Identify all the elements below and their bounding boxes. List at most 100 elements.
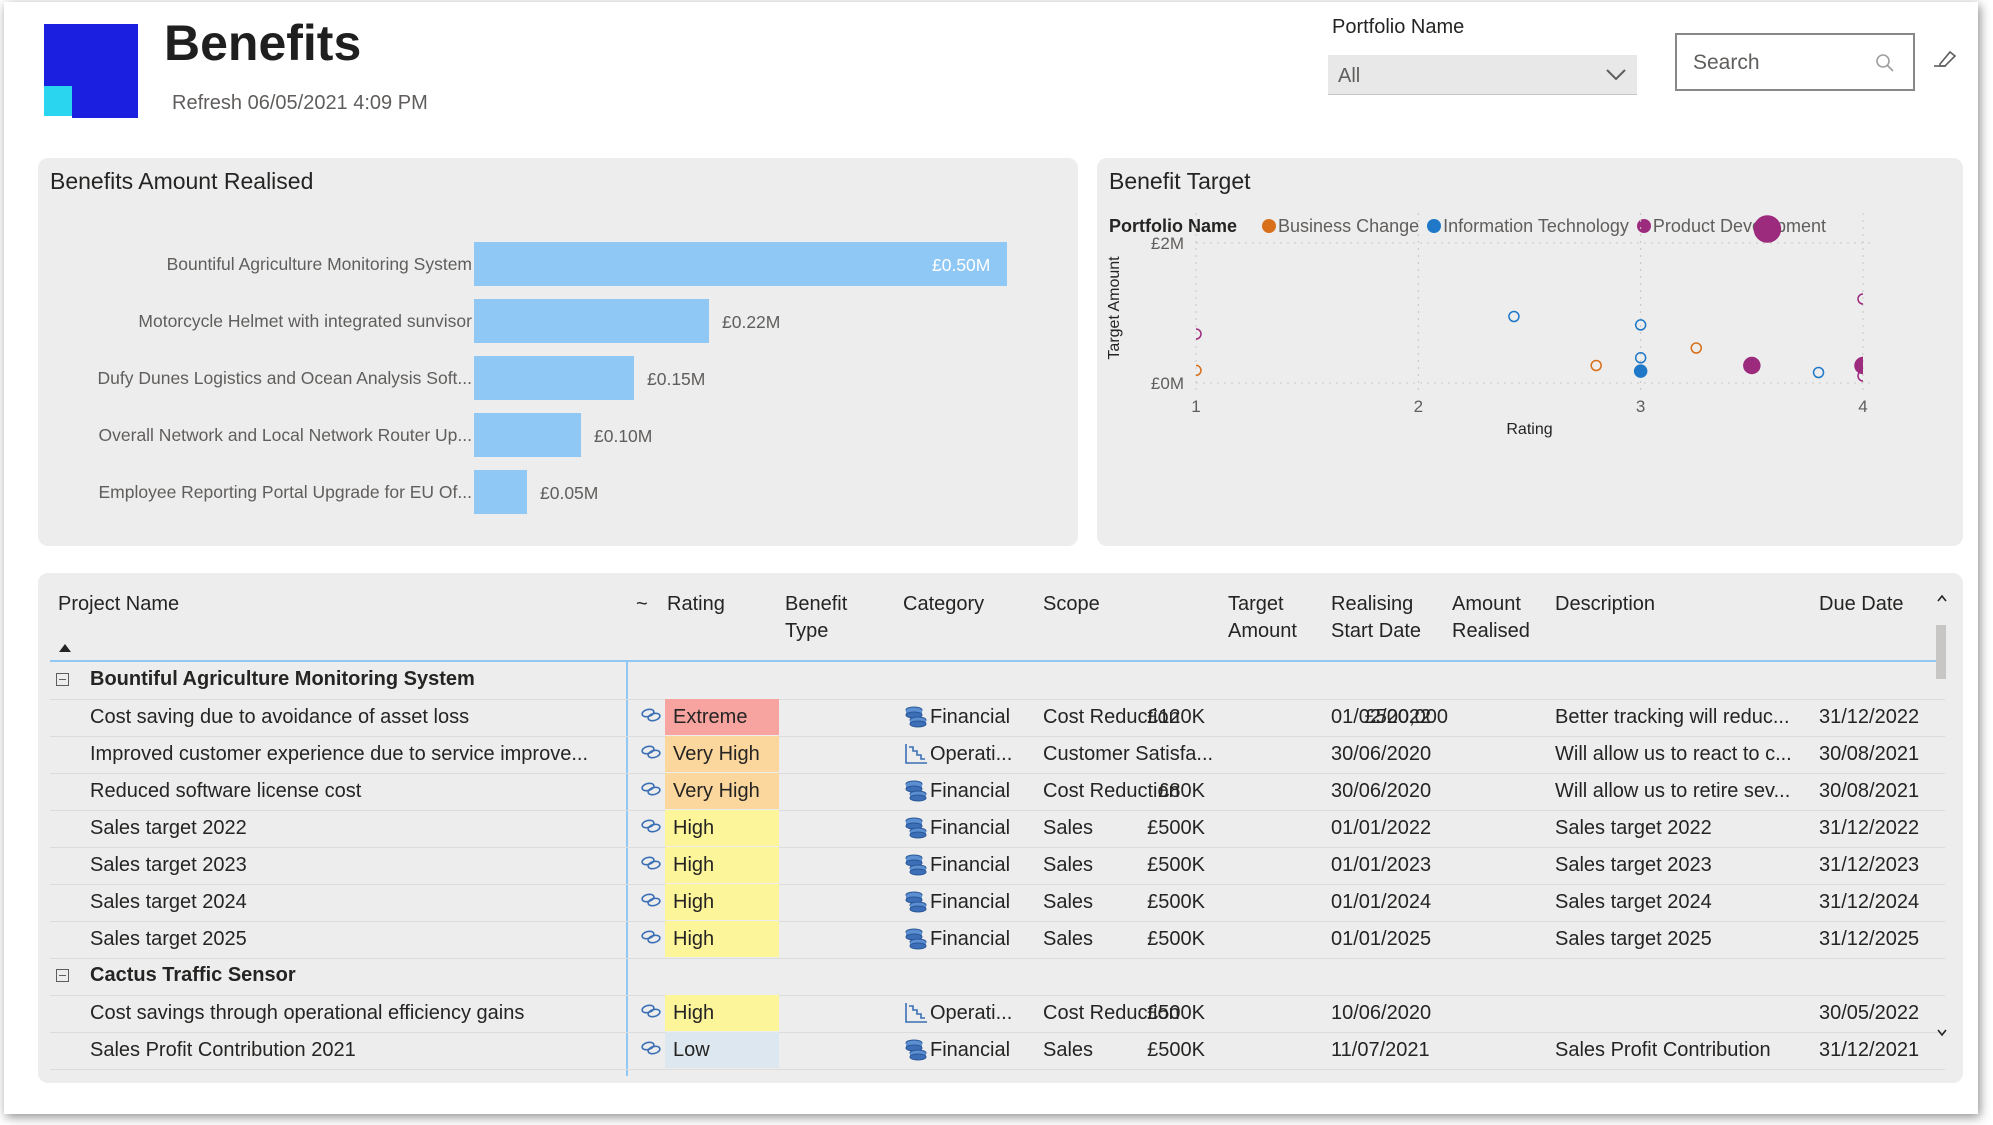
- cell-due-date: 31/12/2022: [1819, 817, 1920, 839]
- bar-chart-title: Benefits Amount Realised: [50, 168, 314, 194]
- bar-row[interactable]: Dufy Dunes Logistics and Ocean Analysis …: [38, 356, 1078, 400]
- table-row[interactable]: Sales target 2023FinancialFinancialSales…: [50, 847, 1945, 885]
- scatter-point[interactable]: [1753, 215, 1782, 243]
- col-amount-line1: Amount: [1452, 593, 1521, 615]
- scatter-point[interactable]: [1590, 359, 1602, 372]
- table-row[interactable]: Sales target 2022FinancialFinancialSales…: [50, 810, 1945, 848]
- rating-cell: High: [665, 884, 779, 920]
- table-row[interactable]: Reduced software license costFinancialFi…: [50, 773, 1945, 811]
- table-group-row[interactable]: Cactus Traffic Sensor: [50, 958, 1945, 996]
- col-project-name[interactable]: Project Name: [58, 593, 180, 615]
- col-category[interactable]: Category: [903, 593, 985, 615]
- link-icon[interactable]: [640, 929, 662, 950]
- scatter-point[interactable]: [1634, 319, 1647, 331]
- group-name: Cactus Traffic Sensor: [90, 964, 296, 986]
- scatter-chart-title: Benefit Target: [1109, 168, 1251, 194]
- table-row[interactable]: Sales target 2025FinancialFinancialSales…: [50, 921, 1945, 959]
- col-scope[interactable]: Scope: [1043, 593, 1100, 615]
- legend-item[interactable]: Product Development: [1652, 216, 1827, 236]
- scatter-point[interactable]: [1191, 364, 1202, 377]
- cell-scope: Customer Satisfa...: [1043, 743, 1214, 765]
- bar[interactable]: [474, 356, 634, 400]
- bar[interactable]: [474, 299, 709, 343]
- rating-label: High: [673, 854, 715, 876]
- eraser-icon[interactable]: [1932, 48, 1956, 68]
- link-icon[interactable]: [640, 781, 662, 802]
- sort-ascending-icon[interactable]: [58, 643, 72, 653]
- col-tilde[interactable]: ~: [636, 593, 648, 615]
- col-due-date[interactable]: Due Date: [1819, 593, 1904, 615]
- col-amount-realised[interactable]: Amount Realised: [1452, 591, 1530, 645]
- x-axis-title: Rating: [1506, 421, 1552, 438]
- col-amount-line2: Realised: [1452, 620, 1530, 642]
- table-row[interactable]: Cost savings through operational efficie…: [50, 995, 1945, 1033]
- col-description[interactable]: Description: [1555, 593, 1656, 615]
- bar-value-label: £0.22M: [722, 312, 781, 332]
- scatter-point[interactable]: [1191, 328, 1202, 340]
- scrollbar-thumb[interactable]: [1936, 625, 1946, 679]
- scatter-point[interactable]: [1857, 370, 1868, 382]
- scatter-point[interactable]: [1634, 352, 1647, 364]
- cell-due-date: 31/12/2021: [1819, 1039, 1920, 1061]
- bar-row[interactable]: Employee Reporting Portal Upgrade for EU…: [38, 470, 1078, 514]
- bar-label: Motorcycle Helmet with integrated sunvis…: [138, 311, 472, 331]
- link-icon[interactable]: [640, 1003, 662, 1024]
- collapse-icon[interactable]: [56, 969, 69, 982]
- scatter-point[interactable]: [1854, 356, 1871, 375]
- cell-target-amount: £80K: [1158, 780, 1205, 802]
- scatter-plot: £0M £2M 1 2 3 4 Rating Target Amount: [1106, 168, 1873, 438]
- y-tick-label: £0M: [1151, 374, 1184, 393]
- table-row[interactable]: Cost saving due to avoidance of asset lo…: [50, 699, 1945, 737]
- scatter-point[interactable]: [1812, 366, 1825, 379]
- col-benefit-type-line2: Type: [785, 620, 829, 642]
- cell-project-name: Sales target 2024: [90, 891, 247, 913]
- col-realising-start[interactable]: Realising Start Date: [1331, 591, 1421, 645]
- bar[interactable]: [474, 242, 1007, 286]
- cell-description: Sales Profit Contribution: [1555, 1039, 1771, 1061]
- bar-row[interactable]: Bountiful Agriculture Monitoring System £…: [38, 242, 1078, 286]
- x-tick-label: 1: [1191, 397, 1200, 416]
- link-icon[interactable]: [640, 855, 662, 876]
- scatter-point[interactable]: [1690, 342, 1702, 354]
- x-tick-label: 2: [1414, 397, 1423, 416]
- legend-item[interactable]: Business Change: [1278, 216, 1420, 236]
- coins-icon: [903, 1038, 929, 1067]
- link-icon[interactable]: [640, 707, 662, 728]
- table-row[interactable]: Improved customer experience due to serv…: [50, 736, 1945, 774]
- bar-value-label: £0.50M: [932, 255, 991, 275]
- scatter-point[interactable]: [1264, 168, 1274, 178]
- cell-amount-realised: £500,000: [1364, 706, 1448, 728]
- table-group-row[interactable]: Bountiful Agriculture Monitoring System: [50, 662, 1945, 700]
- cell-description: Will allow us to react to c...: [1555, 743, 1792, 765]
- scatter-point[interactable]: [1508, 310, 1520, 323]
- cell-due-date: 31/12/2025: [1819, 928, 1920, 950]
- portfolio-dropdown[interactable]: All: [1328, 55, 1637, 95]
- scroll-up-icon[interactable]: [1936, 593, 1948, 603]
- table-row[interactable]: Sales Profit Contribution 2021FinancialF…: [50, 1032, 1945, 1070]
- scatter-point[interactable]: [1743, 356, 1761, 375]
- legend-item[interactable]: Information Technology: [1443, 216, 1629, 236]
- link-icon[interactable]: [640, 892, 662, 913]
- table-row[interactable]: Sales target 2024FinancialFinancialSales…: [50, 884, 1945, 922]
- search-box[interactable]: Search: [1675, 33, 1915, 91]
- bar-row[interactable]: Motorcycle Helmet with integrated sunvis…: [38, 299, 1078, 343]
- scroll-down-icon[interactable]: [1936, 1028, 1948, 1038]
- scatter-point[interactable]: [1857, 293, 1868, 305]
- search-icon: [1876, 54, 1894, 72]
- rating-cell: High: [665, 995, 779, 1031]
- col-benefit-type[interactable]: Benefit Type: [785, 591, 847, 645]
- bar[interactable]: [474, 413, 581, 457]
- link-icon[interactable]: [640, 818, 662, 839]
- collapse-icon[interactable]: [56, 673, 69, 686]
- link-icon[interactable]: [640, 744, 662, 765]
- col-target-amount[interactable]: Target Amount: [1228, 591, 1297, 645]
- link-icon[interactable]: [640, 1040, 662, 1061]
- bar-value-label: £0.10M: [594, 426, 653, 446]
- cell-category: Financial: [930, 817, 1011, 839]
- col-rating[interactable]: Rating: [667, 593, 725, 615]
- bar[interactable]: [474, 470, 527, 514]
- scatter-point[interactable]: [1633, 364, 1648, 378]
- cell-scope: Sales: [1043, 817, 1094, 839]
- bar-row[interactable]: Overall Network and Local Network Router…: [38, 413, 1078, 457]
- rating-label: Extreme: [673, 706, 748, 728]
